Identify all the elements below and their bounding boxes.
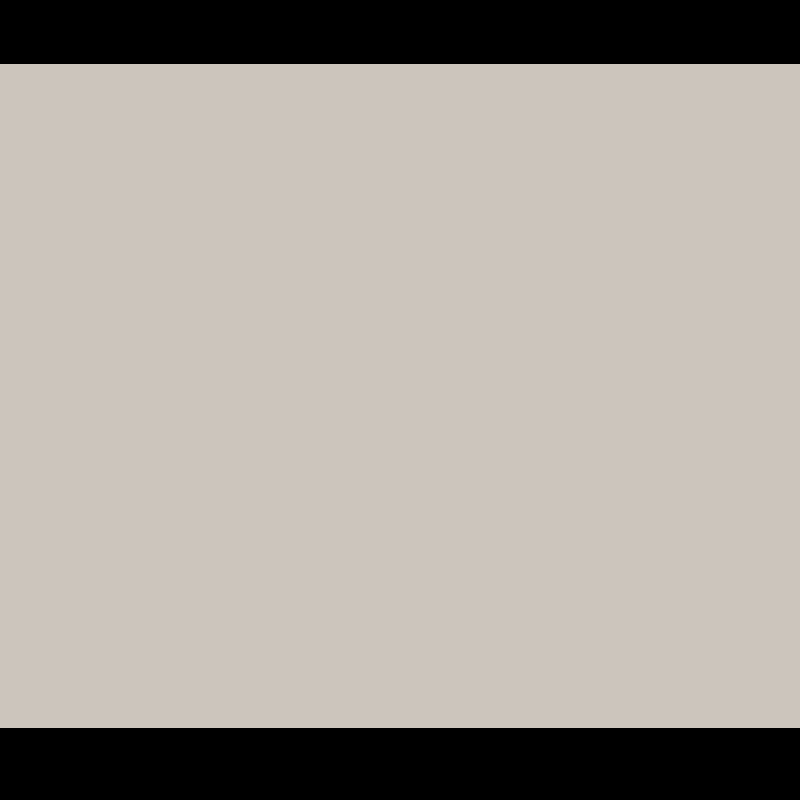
FancyBboxPatch shape: [206, 177, 265, 217]
Bar: [376, 451, 389, 464]
Text: x: x: [502, 432, 514, 451]
Text: 10 cm: 10 cm: [442, 488, 510, 508]
Text: x=: x=: [148, 180, 206, 214]
Text: In the triangle below,: In the triangle below,: [222, 127, 578, 161]
Text: ]°.  Round to the nearest: ]°. Round to the nearest: [266, 180, 679, 214]
Polygon shape: [376, 284, 576, 464]
Text: ?: ?: [226, 180, 244, 214]
Text: tenth.: tenth.: [350, 229, 450, 262]
Text: Enter: Enter: [664, 685, 728, 706]
Text: 90°: 90°: [382, 434, 417, 454]
FancyBboxPatch shape: [14, 673, 602, 718]
FancyBboxPatch shape: [612, 670, 780, 720]
Text: y: y: [382, 278, 393, 298]
Text: 8 cm: 8 cm: [273, 362, 328, 382]
